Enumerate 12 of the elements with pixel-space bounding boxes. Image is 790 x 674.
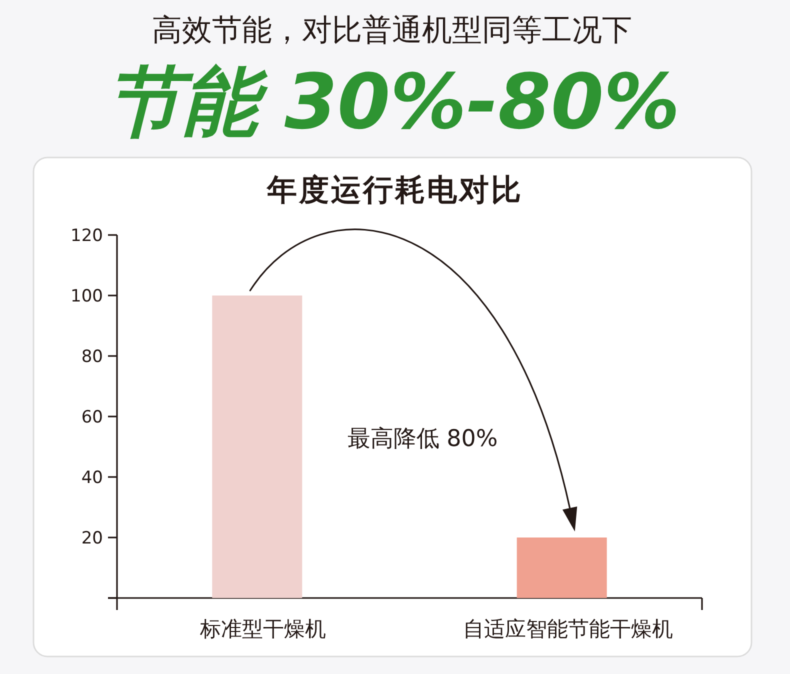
x-tick-label: 自适应智能节能干燥机 (462, 617, 673, 641)
chart-title: 年度运行耗电对比 (266, 173, 523, 208)
y-tick-label: 80 (81, 347, 103, 367)
text: 高效节能，对比普通机型同等工况下 (152, 13, 632, 48)
y-tick-label: 120 (70, 226, 103, 246)
annotation: 最高降低 80% (347, 426, 498, 452)
y-tick-label: 100 (70, 286, 103, 306)
x-tick-label: 标准型干燥机 (199, 617, 326, 641)
text: 节能 30%-80% (106, 57, 680, 146)
y-tick-label: 40 (81, 468, 103, 488)
y-tick-label: 60 (81, 408, 103, 428)
y-tick-label: 20 (81, 528, 103, 548)
